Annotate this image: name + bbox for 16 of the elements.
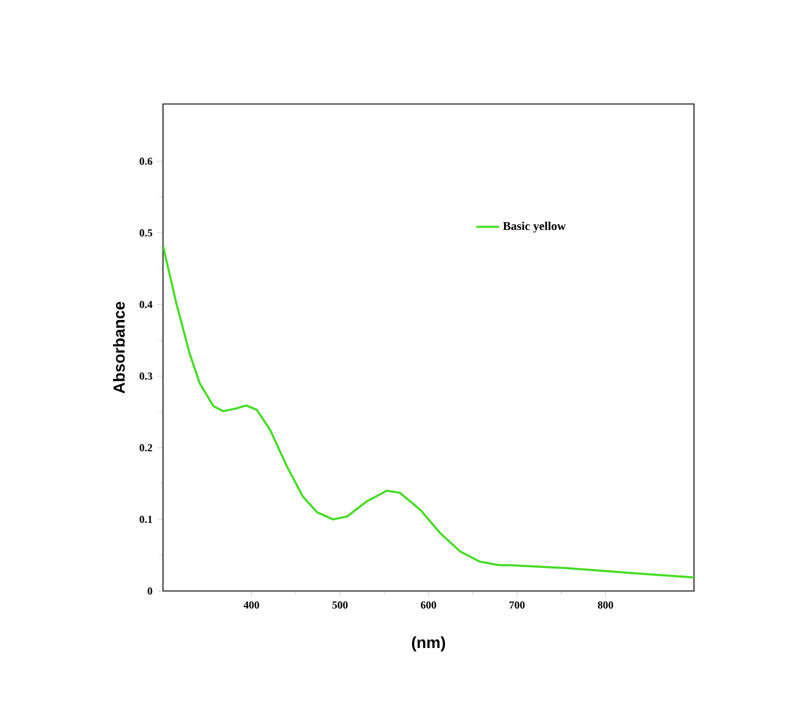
y-tick-label: 0.5 [140,229,152,237]
x-tick-label: 800 [598,601,614,609]
y-tick-label: 0.1 [140,516,152,523]
x-axis-title: (nm) [412,636,446,652]
x-tick-label: 500 [332,601,348,609]
x-tick-label: 400 [244,601,260,609]
y-axis-title: Absorbance [113,302,125,394]
x-tick-label: 600 [420,601,436,609]
y-tick-label: 0.4 [140,300,152,308]
legend-label: Basic yellow [503,222,566,233]
x-tick-label: 700 [510,601,525,609]
line-series [163,244,694,578]
y-tick-label: 0 [148,587,152,595]
y-tick-label: 0.3 [140,372,152,380]
y-tick-label: 0.2 [140,444,152,452]
y-tick-label: 0.6 [140,158,152,165]
